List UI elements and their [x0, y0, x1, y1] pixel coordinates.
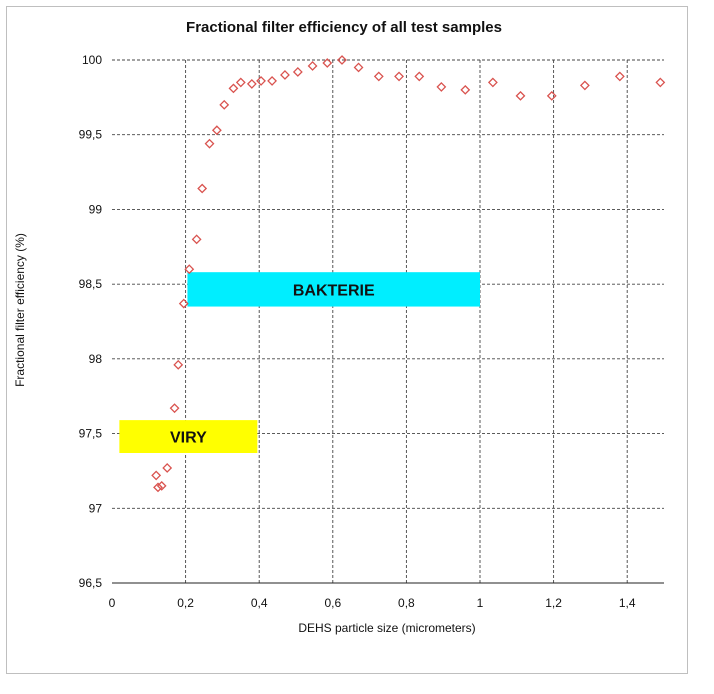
x-axis-label: DEHS particle size (micrometers) — [298, 621, 475, 635]
chart-frame — [6, 6, 688, 674]
data-point — [655, 77, 666, 88]
x-tick-label: 1,4 — [619, 596, 636, 610]
point-layer — [151, 55, 666, 493]
data-point — [373, 71, 384, 82]
data-point — [197, 183, 208, 194]
axis-layer: 96,5 97 97,5 98 98,5 99 99,5 100 0 0,2 0,4 0,6 0,8 1 1… — [79, 53, 664, 610]
data-point — [173, 359, 184, 370]
x-tick-label: 0,4 — [251, 596, 268, 610]
x-tick-label: 0,6 — [324, 596, 341, 610]
data-point — [256, 76, 266, 86]
data-point — [337, 55, 347, 65]
y-tick-label: 100 — [82, 53, 102, 67]
data-point — [184, 264, 195, 275]
data-point — [546, 90, 557, 101]
data-point — [156, 480, 167, 491]
data-point — [151, 470, 162, 481]
data-point — [246, 78, 257, 89]
annotation-label-bakterie: BAKTERIE — [293, 282, 375, 299]
data-point — [178, 298, 189, 309]
grid-layer — [112, 59, 664, 583]
x-tick-label: 0,2 — [177, 596, 194, 610]
data-point — [292, 67, 303, 77]
x-tick-label: 1,2 — [545, 596, 562, 610]
chart-title: Fractional filter efficiency of all test… — [186, 19, 502, 36]
data-point — [280, 70, 290, 80]
y-tick-label: 97,5 — [79, 427, 103, 441]
y-tick-label: 97 — [89, 501, 103, 515]
y-tick-label: 99,5 — [79, 128, 103, 142]
data-point — [322, 58, 333, 68]
data-point — [228, 83, 239, 94]
y-tick-label: 98,5 — [79, 277, 103, 291]
annotation-band-bakterie — [187, 272, 480, 307]
annotation-layer: VIRY BAKTERIE — [119, 272, 480, 453]
data-point — [169, 403, 180, 414]
data-point — [353, 62, 364, 73]
data-point — [307, 61, 318, 71]
y-axis-label: Fractional filter efficiency (%) — [13, 233, 27, 387]
data-point — [394, 71, 404, 82]
data-point — [460, 84, 471, 95]
data-point — [267, 76, 277, 86]
data-point — [153, 482, 163, 493]
data-point — [614, 71, 625, 82]
data-point — [414, 71, 425, 82]
data-point — [191, 234, 202, 245]
x-tick-label: 0 — [109, 596, 116, 610]
data-point — [219, 99, 230, 110]
data-point — [162, 463, 173, 473]
x-tick-label: 1 — [477, 596, 484, 610]
data-point — [235, 77, 246, 88]
x-tick-label: 0,8 — [398, 596, 415, 610]
y-tick-label: 98 — [89, 352, 103, 366]
y-tick-label: 99 — [89, 202, 103, 216]
annotation-label-viry: VIRY — [170, 430, 207, 447]
data-point — [204, 138, 215, 149]
y-tick-label: 96,5 — [79, 576, 103, 590]
data-point — [436, 81, 447, 92]
data-point — [579, 80, 590, 91]
data-point — [487, 77, 498, 88]
data-point — [211, 125, 222, 136]
data-point — [515, 90, 526, 101]
annotation-band-viry — [119, 420, 258, 453]
